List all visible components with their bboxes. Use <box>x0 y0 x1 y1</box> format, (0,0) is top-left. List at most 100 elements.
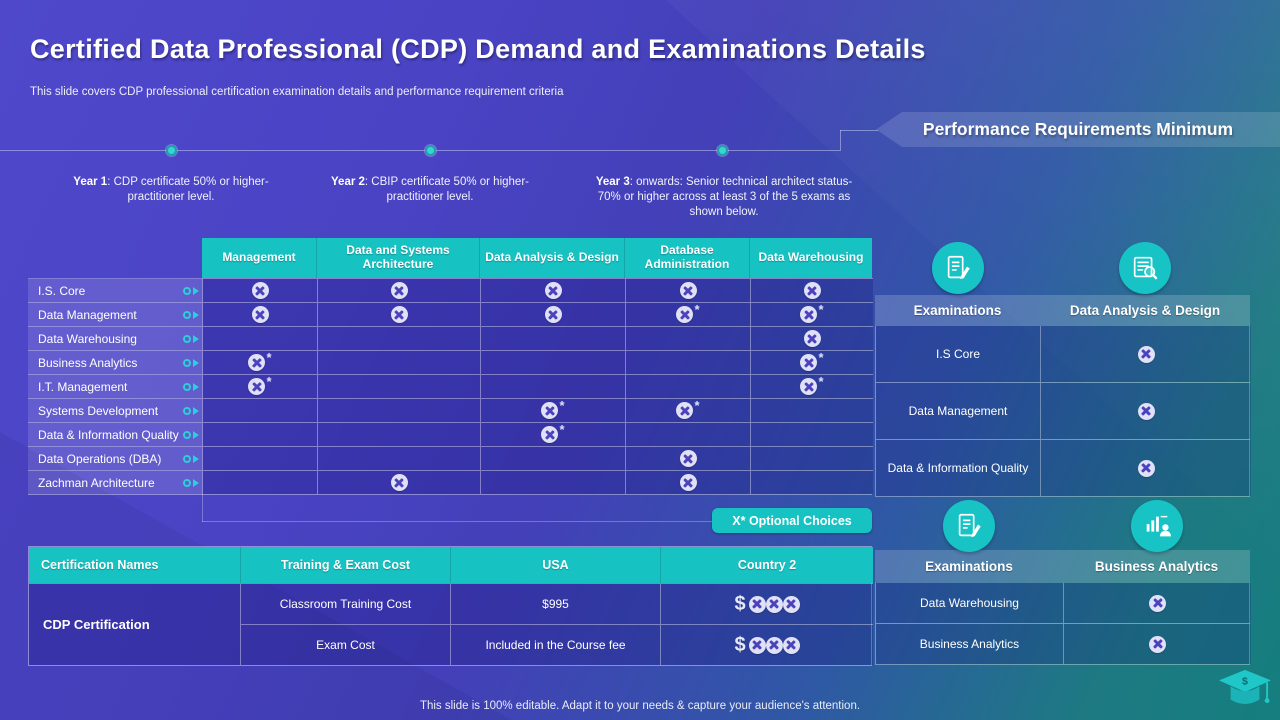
panel-row: Data & Information Quality <box>876 439 1251 496</box>
matrix-cell <box>318 446 481 470</box>
matrix-col-data-analysis: Data Analysis & Design <box>480 238 625 278</box>
matrix-row-label: Business Analytics <box>28 351 202 375</box>
exam-checklist-icon <box>931 241 984 294</box>
matrix-row-label: Data Management <box>28 303 202 327</box>
matrix-cell <box>318 398 481 422</box>
cost-item-label: Classroom Training Cost <box>241 583 451 624</box>
graduation-cap-icon: $ <box>1216 666 1274 720</box>
row-marker-icon <box>183 334 199 343</box>
year3-text: : onwards: Senior technical architect st… <box>597 176 853 218</box>
matrix-cell <box>203 470 318 494</box>
matrix-cell <box>318 350 481 374</box>
requirements-panel-business-analytics: Examinations Business Analytics Data War… <box>875 500 1251 665</box>
row-marker-icon <box>183 406 199 415</box>
asterisk: * <box>694 302 700 317</box>
matrix-cell <box>626 470 751 494</box>
performance-requirements-banner: Performance Requirements Minimum <box>876 112 1280 147</box>
x-mark-icon <box>803 330 821 347</box>
matrix-row-label-text: I.T. Management <box>38 379 128 394</box>
matrix-col-management: Management <box>202 238 317 278</box>
timeline-line-step <box>840 130 841 151</box>
panel-header-examinations: Examinations <box>913 303 1002 318</box>
x-mark-icon <box>782 636 800 654</box>
matrix-cell <box>751 446 873 470</box>
matrix-cell <box>481 278 626 302</box>
cost-header-training-exam-cost: Training & Exam Cost <box>241 547 451 583</box>
asterisk: * <box>818 350 824 365</box>
x-mark-icon <box>676 402 694 419</box>
panel-mark-cell <box>1064 624 1251 664</box>
x-mark-icon <box>1137 345 1155 363</box>
panel-header-data-analysis-design: Data Analysis & Design <box>1069 303 1221 318</box>
legend-connector-line <box>202 521 712 522</box>
matrix-row-label-text: Business Analytics <box>38 355 138 370</box>
matrix-cell <box>751 278 873 302</box>
x-mark-icon <box>541 426 559 443</box>
x-mark-icon <box>800 306 818 323</box>
matrix-cell <box>318 302 481 326</box>
matrix-row-label-text: Systems Development <box>38 403 159 418</box>
x-mark-icon <box>390 282 408 299</box>
x-mark-icon <box>544 306 562 323</box>
cost-country2-value: $ <box>661 583 873 624</box>
year1-text: : CDP certificate 50% or higher- practit… <box>107 176 269 203</box>
panel-header-business-analytics: Business Analytics <box>1094 559 1219 574</box>
matrix-cell: * <box>751 302 873 326</box>
timeline-line-top <box>840 130 878 131</box>
panel-row: I.S Core <box>876 326 1251 382</box>
asterisk: * <box>559 398 565 413</box>
matrix-cell <box>751 470 873 494</box>
panel-icons <box>875 240 1250 295</box>
matrix-cell: * <box>626 398 751 422</box>
matrix-row-label-text: Data Management <box>38 307 137 322</box>
matrix-row-label-text: Data Warehousing <box>38 331 137 346</box>
matrix-cell: * <box>481 422 626 446</box>
row-marker-icon <box>183 310 199 319</box>
x-mark-icon <box>1137 402 1155 420</box>
matrix-cell <box>203 278 318 302</box>
year2-note: Year 2: CBIP certificate 50% or higher- … <box>330 175 530 205</box>
panel-header: Examinations Business Analytics <box>875 550 1250 583</box>
x-mark-icon <box>765 595 783 613</box>
asterisk: * <box>818 374 824 389</box>
panel-row: Data Warehousing <box>876 583 1251 623</box>
x-mark-icon <box>251 306 269 323</box>
x-mark-icon <box>1137 459 1155 477</box>
panel-exam-label: Data Warehousing <box>876 583 1064 623</box>
x-mark-icon <box>679 450 697 467</box>
matrix-cell <box>626 278 751 302</box>
matrix-cell <box>203 446 318 470</box>
data-analysis-icon <box>1119 241 1171 294</box>
asterisk: * <box>559 422 565 437</box>
panel-icons <box>875 500 1250 552</box>
panel-mark-cell <box>1064 583 1251 623</box>
asterisk: * <box>694 398 700 413</box>
cost-row-group-label: CDP Certification <box>29 583 241 665</box>
matrix-cell <box>626 326 751 350</box>
dollar-sign: $ <box>734 592 746 615</box>
cost-usa-value: Included in the Course fee <box>451 624 661 665</box>
business-analytics-icon <box>1130 500 1183 552</box>
matrix-cell: * <box>751 350 873 374</box>
matrix-cell <box>481 446 626 470</box>
optional-choices-button[interactable]: X* Optional Choices <box>712 508 872 533</box>
row-marker-icon <box>183 358 199 367</box>
matrix-row-label: Data & Information Quality <box>28 423 202 447</box>
panel-body: Data Warehousing Business Analytics <box>875 583 1251 665</box>
cost-header-usa: USA <box>451 547 661 583</box>
timeline-dot-year1 <box>166 145 177 156</box>
x-mark-icon <box>679 474 697 491</box>
x-mark-icon <box>803 282 821 299</box>
panel-row: Business Analytics <box>876 623 1251 664</box>
cost-header-certification-names: Certification Names <box>29 547 241 583</box>
requirements-panel-data-analysis: Examinations Data Analysis & Design I.S … <box>875 240 1251 497</box>
matrix-row-label-text: Data & Information Quality <box>38 427 179 442</box>
panel-exam-label: Data & Information Quality <box>876 440 1041 496</box>
matrix-cell <box>203 422 318 446</box>
x-mark-icon <box>541 402 559 419</box>
x-mark-icon <box>782 595 800 613</box>
matrix-cell <box>626 350 751 374</box>
page-subtitle: This slide covers CDP professional certi… <box>30 86 564 98</box>
x-mark-icon <box>679 282 697 299</box>
